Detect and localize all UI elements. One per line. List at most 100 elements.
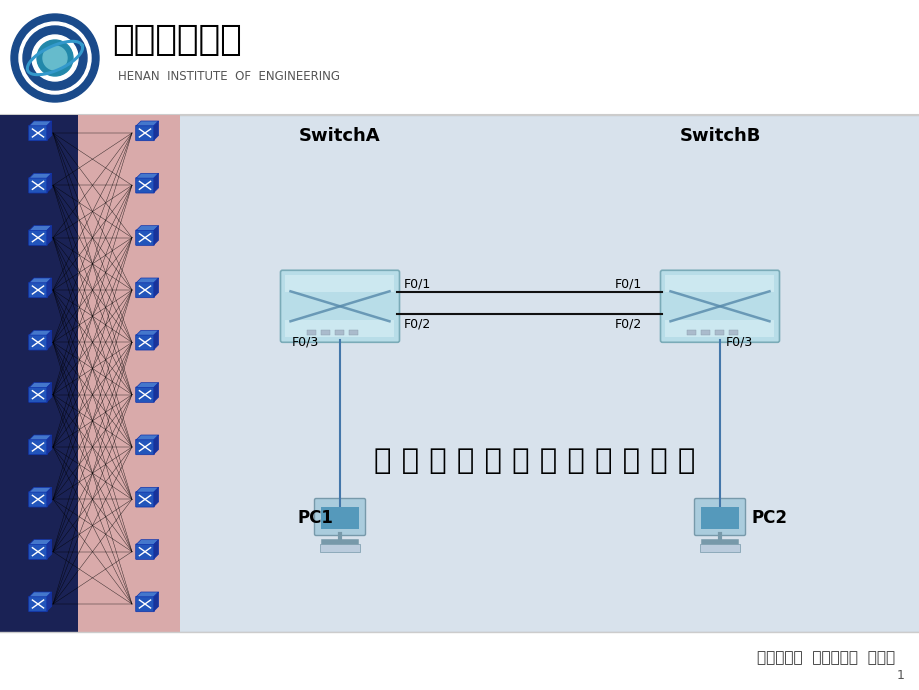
Polygon shape (136, 226, 158, 230)
Polygon shape (136, 383, 158, 388)
Bar (335, 331, 344, 335)
Circle shape (37, 40, 73, 76)
Polygon shape (136, 540, 158, 544)
Bar (728, 331, 737, 335)
Polygon shape (29, 173, 51, 178)
Polygon shape (29, 487, 51, 492)
FancyBboxPatch shape (28, 335, 47, 350)
Polygon shape (29, 435, 51, 440)
Polygon shape (47, 487, 51, 506)
FancyBboxPatch shape (28, 387, 47, 402)
Bar (285, 320, 394, 337)
Text: F0/1: F0/1 (614, 277, 641, 290)
Polygon shape (47, 592, 51, 611)
Bar (664, 275, 774, 293)
Polygon shape (136, 435, 158, 440)
FancyBboxPatch shape (28, 126, 47, 141)
Text: F0/2: F0/2 (614, 317, 641, 331)
Text: F0/2: F0/2 (403, 317, 430, 331)
Polygon shape (136, 278, 158, 283)
Bar (664, 320, 774, 337)
Polygon shape (153, 592, 158, 611)
Bar (700, 507, 738, 529)
FancyBboxPatch shape (136, 230, 154, 246)
Text: F0/3: F0/3 (291, 335, 319, 348)
Bar (699, 544, 739, 552)
Polygon shape (136, 487, 158, 492)
Polygon shape (47, 121, 51, 140)
FancyBboxPatch shape (314, 498, 365, 535)
FancyBboxPatch shape (136, 544, 154, 560)
Polygon shape (153, 173, 158, 193)
FancyBboxPatch shape (136, 335, 154, 350)
Polygon shape (153, 278, 158, 297)
Polygon shape (47, 173, 51, 193)
Text: 第 五 章 以 太 网 链 路 聚 合 实 验: 第 五 章 以 太 网 链 路 聚 合 实 验 (374, 447, 695, 475)
Polygon shape (136, 592, 158, 597)
Polygon shape (47, 331, 51, 350)
FancyBboxPatch shape (28, 492, 47, 507)
Circle shape (43, 46, 67, 70)
FancyBboxPatch shape (136, 492, 154, 507)
Bar (700, 331, 709, 335)
Circle shape (32, 35, 78, 81)
FancyBboxPatch shape (28, 177, 47, 193)
Polygon shape (136, 173, 158, 178)
Polygon shape (153, 331, 158, 350)
FancyBboxPatch shape (28, 596, 47, 612)
Bar (285, 275, 394, 293)
FancyBboxPatch shape (694, 498, 744, 535)
Bar (321, 331, 330, 335)
Bar (320, 544, 359, 552)
Polygon shape (136, 331, 158, 335)
Polygon shape (29, 331, 51, 335)
Bar (348, 331, 357, 335)
Polygon shape (136, 121, 158, 126)
Polygon shape (153, 226, 158, 245)
Text: 1: 1 (896, 669, 904, 682)
FancyBboxPatch shape (136, 596, 154, 612)
Circle shape (23, 26, 87, 90)
Polygon shape (47, 278, 51, 297)
Bar (321, 507, 358, 529)
Text: HENAN  INSTITUTE  OF  ENGINEERING: HENAN INSTITUTE OF ENGINEERING (118, 70, 340, 83)
Polygon shape (29, 540, 51, 544)
Bar (307, 331, 315, 335)
FancyBboxPatch shape (136, 387, 154, 402)
Polygon shape (47, 226, 51, 245)
Text: F0/1: F0/1 (403, 277, 430, 290)
Text: SwitchA: SwitchA (299, 127, 380, 145)
Bar (0, 115, 919, 632)
Text: 河南工程学院: 河南工程学院 (112, 23, 242, 57)
Polygon shape (29, 278, 51, 283)
FancyBboxPatch shape (660, 270, 778, 342)
FancyBboxPatch shape (136, 440, 154, 455)
FancyBboxPatch shape (280, 270, 399, 342)
Bar (0, 632, 919, 690)
Polygon shape (153, 540, 158, 559)
Bar (0, 115, 78, 632)
Polygon shape (47, 540, 51, 559)
FancyBboxPatch shape (136, 177, 154, 193)
Polygon shape (29, 383, 51, 388)
Polygon shape (153, 435, 158, 454)
FancyBboxPatch shape (136, 282, 154, 297)
Polygon shape (29, 226, 51, 230)
Polygon shape (153, 121, 158, 140)
Polygon shape (47, 435, 51, 454)
Polygon shape (47, 383, 51, 402)
Bar (686, 331, 696, 335)
Text: SwitchB: SwitchB (678, 127, 760, 145)
Bar (0, 0, 919, 115)
Polygon shape (29, 592, 51, 597)
FancyBboxPatch shape (28, 230, 47, 246)
Bar (78, 115, 180, 632)
Text: PC2: PC2 (751, 509, 788, 527)
Text: F0/3: F0/3 (725, 335, 753, 348)
Polygon shape (29, 121, 51, 126)
FancyBboxPatch shape (28, 544, 47, 560)
Text: PC1: PC1 (298, 509, 334, 527)
Text: 计算机学院  网络教研室  许奇功: 计算机学院 网络教研室 许奇功 (756, 651, 894, 666)
Polygon shape (153, 487, 158, 506)
Polygon shape (153, 383, 158, 402)
